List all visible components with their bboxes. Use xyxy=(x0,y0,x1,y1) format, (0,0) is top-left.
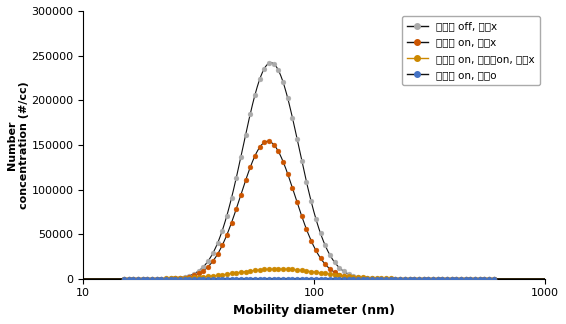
Line: 초음파 off, 필터x: 초음파 off, 필터x xyxy=(121,61,496,281)
초음파 off, 필터x xyxy=(364,276,371,280)
초음파 on, 필터x xyxy=(350,276,357,280)
초음파 on, 필터x xyxy=(490,277,497,281)
초음파 off, 필터x xyxy=(350,274,357,278)
초음파 on, 필터o xyxy=(350,277,357,281)
Line: 초음파 on, 필터x: 초음파 on, 필터x xyxy=(121,139,496,281)
초음파 on, 하전기on, 필터x xyxy=(275,267,282,271)
초음파 off, 필터x xyxy=(121,277,127,281)
초음파 on, 필터x xyxy=(289,186,296,190)
초음파 on, 하전기on, 필터x xyxy=(364,276,371,280)
초음파 on, 필터o xyxy=(345,277,352,281)
초음파 on, 필터o xyxy=(364,277,371,281)
초음파 on, 하전기on, 필터x xyxy=(121,277,127,281)
초음파 off, 필터x xyxy=(289,116,296,120)
Legend: 초음파 off, 필터x, 초음파 on, 필터x, 초음파 on, 하전기on, 필터x, 초음파 on, 필터o: 초음파 off, 필터x, 초음파 on, 필터x, 초음파 on, 하전기on… xyxy=(402,16,540,85)
초음파 on, 하전기on, 필터x xyxy=(378,276,385,280)
초음파 on, 필터o xyxy=(453,277,460,281)
초음파 on, 필터o xyxy=(265,277,272,281)
초음파 off, 필터x xyxy=(378,277,385,281)
초음파 on, 필터x xyxy=(265,140,272,144)
초음파 on, 하전기on, 필터x xyxy=(289,268,296,272)
Line: 초음파 on, 필터o: 초음파 on, 필터o xyxy=(121,276,496,281)
초음파 on, 필터x xyxy=(121,277,127,281)
Line: 초음파 on, 하전기on, 필터x: 초음파 on, 하전기on, 필터x xyxy=(121,267,496,281)
초음파 on, 필터x xyxy=(345,275,352,279)
초음파 on, 필터x xyxy=(378,277,385,281)
초음파 on, 하전기on, 필터x xyxy=(490,277,497,281)
초음파 on, 하전기on, 필터x xyxy=(350,275,357,279)
초음파 on, 하전기on, 필터x xyxy=(345,274,352,278)
초음파 on, 필터x xyxy=(453,277,460,281)
X-axis label: Mobility diameter (nm): Mobility diameter (nm) xyxy=(233,304,395,317)
초음파 on, 필터o xyxy=(289,277,296,281)
초음파 off, 필터x xyxy=(265,61,272,65)
초음파 on, 필터o xyxy=(378,277,385,281)
Y-axis label: Number
concentration (#/cc): Number concentration (#/cc) xyxy=(7,81,28,209)
초음파 off, 필터x xyxy=(490,277,497,281)
초음파 on, 필터o xyxy=(121,277,127,281)
초음파 on, 필터x xyxy=(364,277,371,281)
초음파 off, 필터x xyxy=(453,277,460,281)
초음파 on, 필터o xyxy=(490,277,497,281)
초음파 on, 하전기on, 필터x xyxy=(453,277,460,281)
초음파 off, 필터x xyxy=(345,272,352,276)
